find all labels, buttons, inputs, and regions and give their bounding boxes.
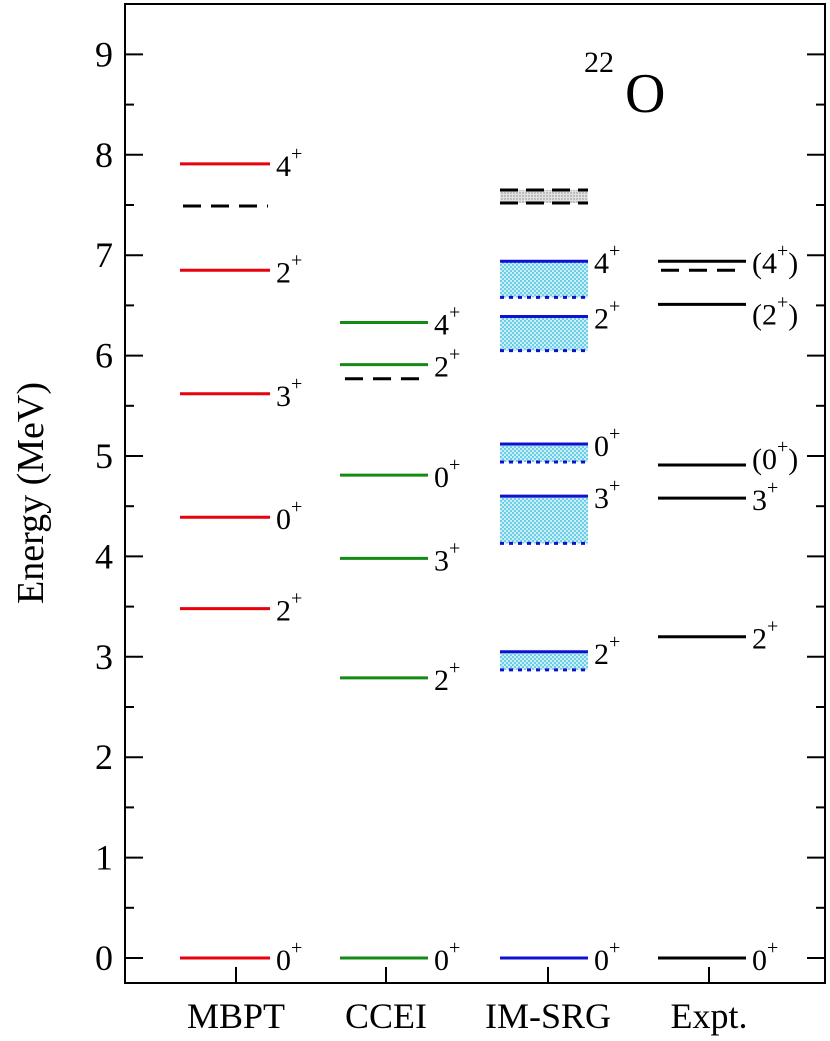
- level-label: (2+): [752, 291, 798, 331]
- level-label: 2+: [594, 295, 620, 335]
- level-label: (4+): [752, 240, 798, 280]
- level-label: 4+: [276, 143, 302, 183]
- level-label: 2+: [276, 249, 302, 289]
- level-label: 2+: [276, 588, 302, 628]
- y-tick-label: 4: [95, 536, 113, 576]
- y-axis-title: Energy (MeV): [10, 382, 52, 604]
- plot-frame: [124, 3, 826, 984]
- threshold-band: [500, 189, 588, 203]
- y-tick-label: 3: [95, 637, 113, 677]
- nucleus-mass-number: 22: [584, 46, 614, 79]
- y-tick-label: 5: [95, 436, 113, 476]
- level-label: 2+: [594, 631, 620, 671]
- column-label: IM-SRG: [485, 996, 611, 1036]
- level-label: 4+: [594, 240, 620, 280]
- uncertainty-band: [500, 261, 588, 298]
- level-label: 0+: [276, 937, 302, 977]
- y-axis: 0 1 2 3 4 5 6 7 8 9: [95, 34, 825, 983]
- y-tick-label: 7: [95, 235, 113, 275]
- y-tick-label: 0: [95, 938, 113, 978]
- level-label: 3+: [594, 475, 620, 515]
- level-label: 0+: [434, 454, 460, 494]
- plot-area: 0+2+0+3+2+4+MBPT0+2+3+0+2+4+CCEI0+2+3+0+…: [180, 143, 798, 1036]
- y-tick-label: 9: [95, 34, 113, 74]
- level-label: 4+: [434, 301, 460, 341]
- column-label: Expt.: [671, 996, 748, 1036]
- uncertainty-band: [500, 443, 588, 463]
- level-label: (0+): [752, 436, 798, 476]
- y-tick-label: 1: [95, 838, 113, 878]
- level-label: 3+: [276, 373, 302, 413]
- level-label: 3+: [752, 477, 778, 517]
- level-label: 2+: [434, 344, 460, 384]
- level-label: 0+: [276, 496, 302, 536]
- y-tick-label: 2: [95, 737, 113, 777]
- level-label: 2+: [752, 616, 778, 656]
- nucleus-symbol: O: [625, 63, 665, 125]
- level-label: 3+: [434, 537, 460, 577]
- column-label: MBPT: [187, 996, 285, 1036]
- y-tick-label: 6: [95, 336, 113, 376]
- level-label: 0+: [752, 937, 778, 977]
- level-label: 0+: [594, 423, 620, 463]
- uncertainty-band: [500, 316, 588, 351]
- level-label: 0+: [434, 937, 460, 977]
- uncertainty-band: [500, 651, 588, 670]
- level-label: 2+: [434, 657, 460, 697]
- level-label: 0+: [594, 937, 620, 977]
- y-tick-label: 8: [95, 135, 113, 175]
- uncertainty-band: [500, 496, 588, 544]
- nucleus-label: 22 O: [584, 46, 665, 125]
- column-label: CCEI: [345, 996, 427, 1036]
